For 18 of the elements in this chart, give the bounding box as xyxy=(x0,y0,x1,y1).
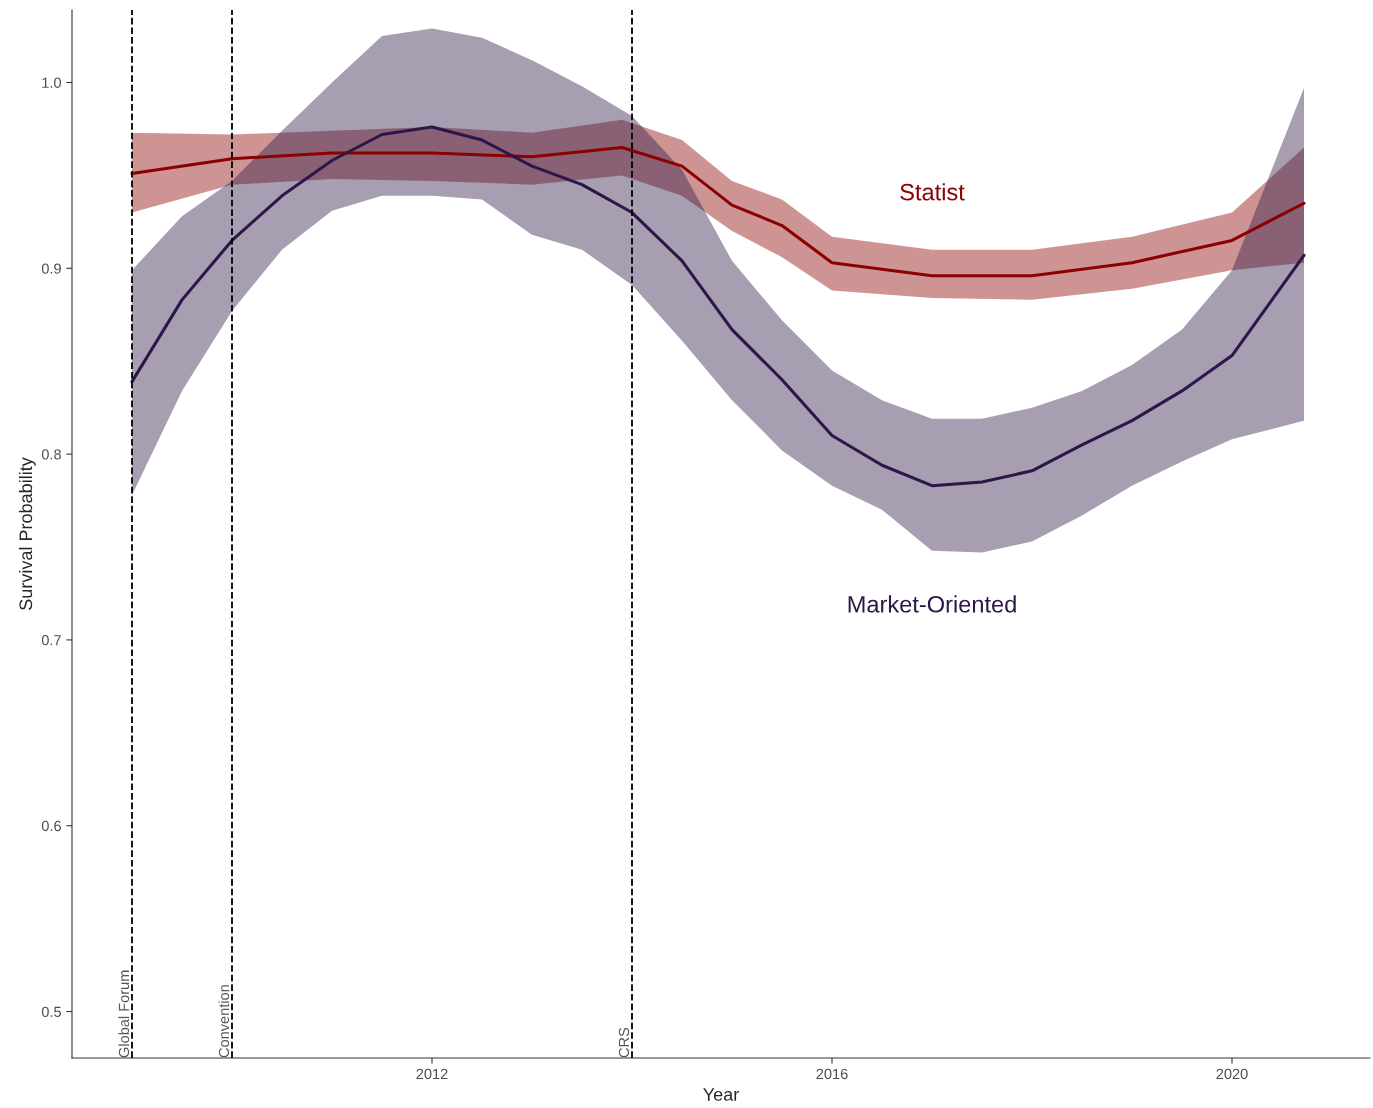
ref-line-label: CRS xyxy=(618,1027,630,1058)
x-tick-label: 2020 xyxy=(1216,1068,1248,1080)
text: Statist xyxy=(900,183,965,201)
x-tick-label: 2012 xyxy=(416,1068,448,1080)
y-tick-label: 0.9 xyxy=(41,263,61,274)
ref-line-label: Global Forum xyxy=(118,970,130,1058)
text: Market-Oriented xyxy=(848,595,1016,613)
y-tick-label: 0.6 xyxy=(41,820,61,832)
y-tick-label: 0.5 xyxy=(41,1006,61,1017)
line-series xyxy=(130,125,1306,488)
y-axis-title: Survival Probability xyxy=(18,457,36,610)
line-series xyxy=(130,145,1306,278)
y-tick-label: 0.7 xyxy=(41,635,61,646)
y-tick-label: 1.0 xyxy=(42,77,62,88)
x-tick-label: 2016 xyxy=(816,1068,848,1080)
x-axis-title: Year xyxy=(703,1088,739,1101)
ref-line-label: Convention xyxy=(218,985,230,1058)
y-tick-label: 0.8 xyxy=(41,449,61,460)
